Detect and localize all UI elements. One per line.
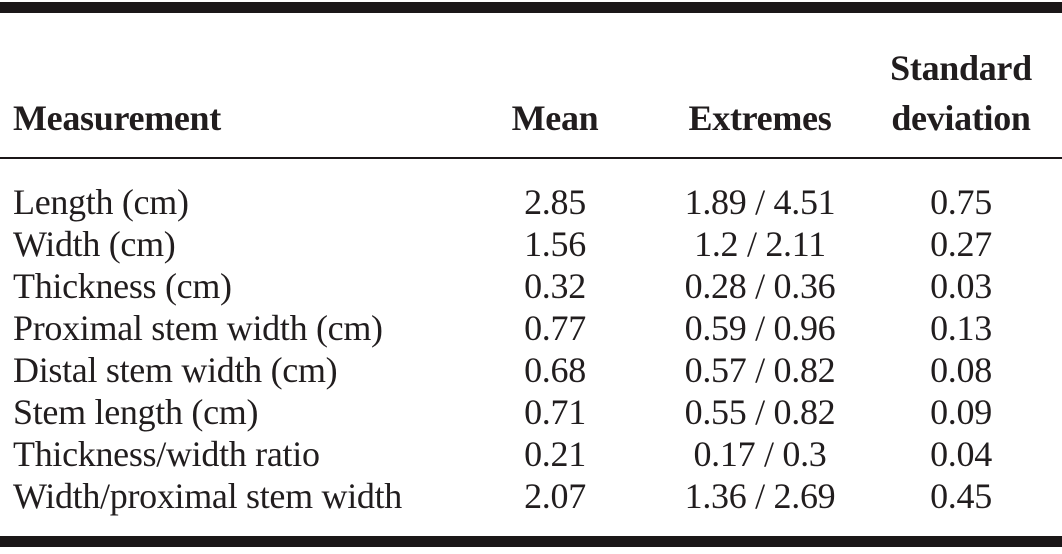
cell-standard-deviation: 0.13 <box>930 308 992 348</box>
cell-measurement: Width/proximal stem width <box>13 476 403 516</box>
cell-mean: 0.21 <box>524 434 586 474</box>
col-header-mean: Mean <box>450 13 660 159</box>
cell-extremes: 1.36 / 2.69 <box>684 476 836 516</box>
bottom-rule <box>0 536 1062 547</box>
cell-standard-deviation: 0.03 <box>930 266 992 306</box>
cell-standard-deviation: 0.08 <box>930 350 992 390</box>
cell-mean: 0.71 <box>524 392 586 432</box>
table-row: Distal stem width (cm) 0.68 0.57 / 0.82 0.0… <box>0 349 1062 391</box>
table-row: Stem length (cm) 0.71 0.55 / 0.82 0.09 <box>0 391 1062 433</box>
cell-mean: 1.56 <box>524 224 586 264</box>
cell-measurement: Distal stem width (cm) <box>13 350 338 390</box>
cell-standard-deviation: 0.09 <box>930 392 992 432</box>
table-body: Length (cm) 2.85 1.89 / 4.51 0.75 Width (cm)… <box>0 158 1062 517</box>
cell-extremes: 1.89 / 4.51 <box>684 182 836 222</box>
table-row: Length (cm) 2.85 1.89 / 4.51 0.75 <box>0 158 1062 223</box>
cell-mean: 0.32 <box>524 266 586 306</box>
cell-extremes: 0.55 / 0.82 <box>684 392 836 432</box>
cell-standard-deviation: 0.04 <box>930 434 992 474</box>
table-row: Thickness/width ratio 0.21 0.17 / 0.3 0.04 <box>0 433 1062 475</box>
cell-measurement: Proximal stem width (cm) <box>13 308 383 348</box>
col-header-measurement: Measurement <box>0 13 450 159</box>
top-rule <box>0 2 1062 13</box>
cell-extremes: 0.59 / 0.96 <box>684 308 836 348</box>
table-row: Thickness (cm) 0.32 0.28 / 0.36 0.03 <box>0 265 1062 307</box>
cell-measurement: Width (cm) <box>13 224 176 264</box>
table-row: Width/proximal stem width 2.07 1.36 / 2.69… <box>0 475 1062 517</box>
cell-mean: 2.85 <box>524 182 586 222</box>
cell-standard-deviation: 0.45 <box>930 476 992 516</box>
cell-mean: 0.77 <box>524 308 586 348</box>
col-header-extremes: Extremes <box>660 13 860 159</box>
table-row: Proximal stem width (cm) 0.77 0.59 / 0.96 0… <box>0 307 1062 349</box>
cell-measurement: Stem length (cm) <box>13 392 259 432</box>
table-row: Width (cm) 1.56 1.2 / 2.11 0.27 <box>0 223 1062 265</box>
cell-standard-deviation: 0.75 <box>930 182 992 222</box>
cell-extremes: 0.17 / 0.3 <box>693 434 827 474</box>
measurements-table: Measurement Mean Extremes Standard devia… <box>0 13 1062 517</box>
cell-measurement: Thickness/width ratio <box>13 434 320 474</box>
cell-standard-deviation: 0.27 <box>930 224 992 264</box>
cell-extremes: 0.28 / 0.36 <box>684 266 836 306</box>
cell-extremes: 1.2 / 2.11 <box>694 224 826 264</box>
cell-extremes: 0.57 / 0.82 <box>684 350 836 390</box>
cell-measurement: Thickness (cm) <box>13 266 232 306</box>
cell-mean: 0.68 <box>524 350 586 390</box>
cell-mean: 2.07 <box>524 476 586 516</box>
cell-measurement: Length (cm) <box>13 182 189 222</box>
col-header-standard-deviation: Standard deviation <box>860 13 1062 159</box>
header-row: Measurement Mean Extremes Standard devia… <box>0 13 1062 159</box>
